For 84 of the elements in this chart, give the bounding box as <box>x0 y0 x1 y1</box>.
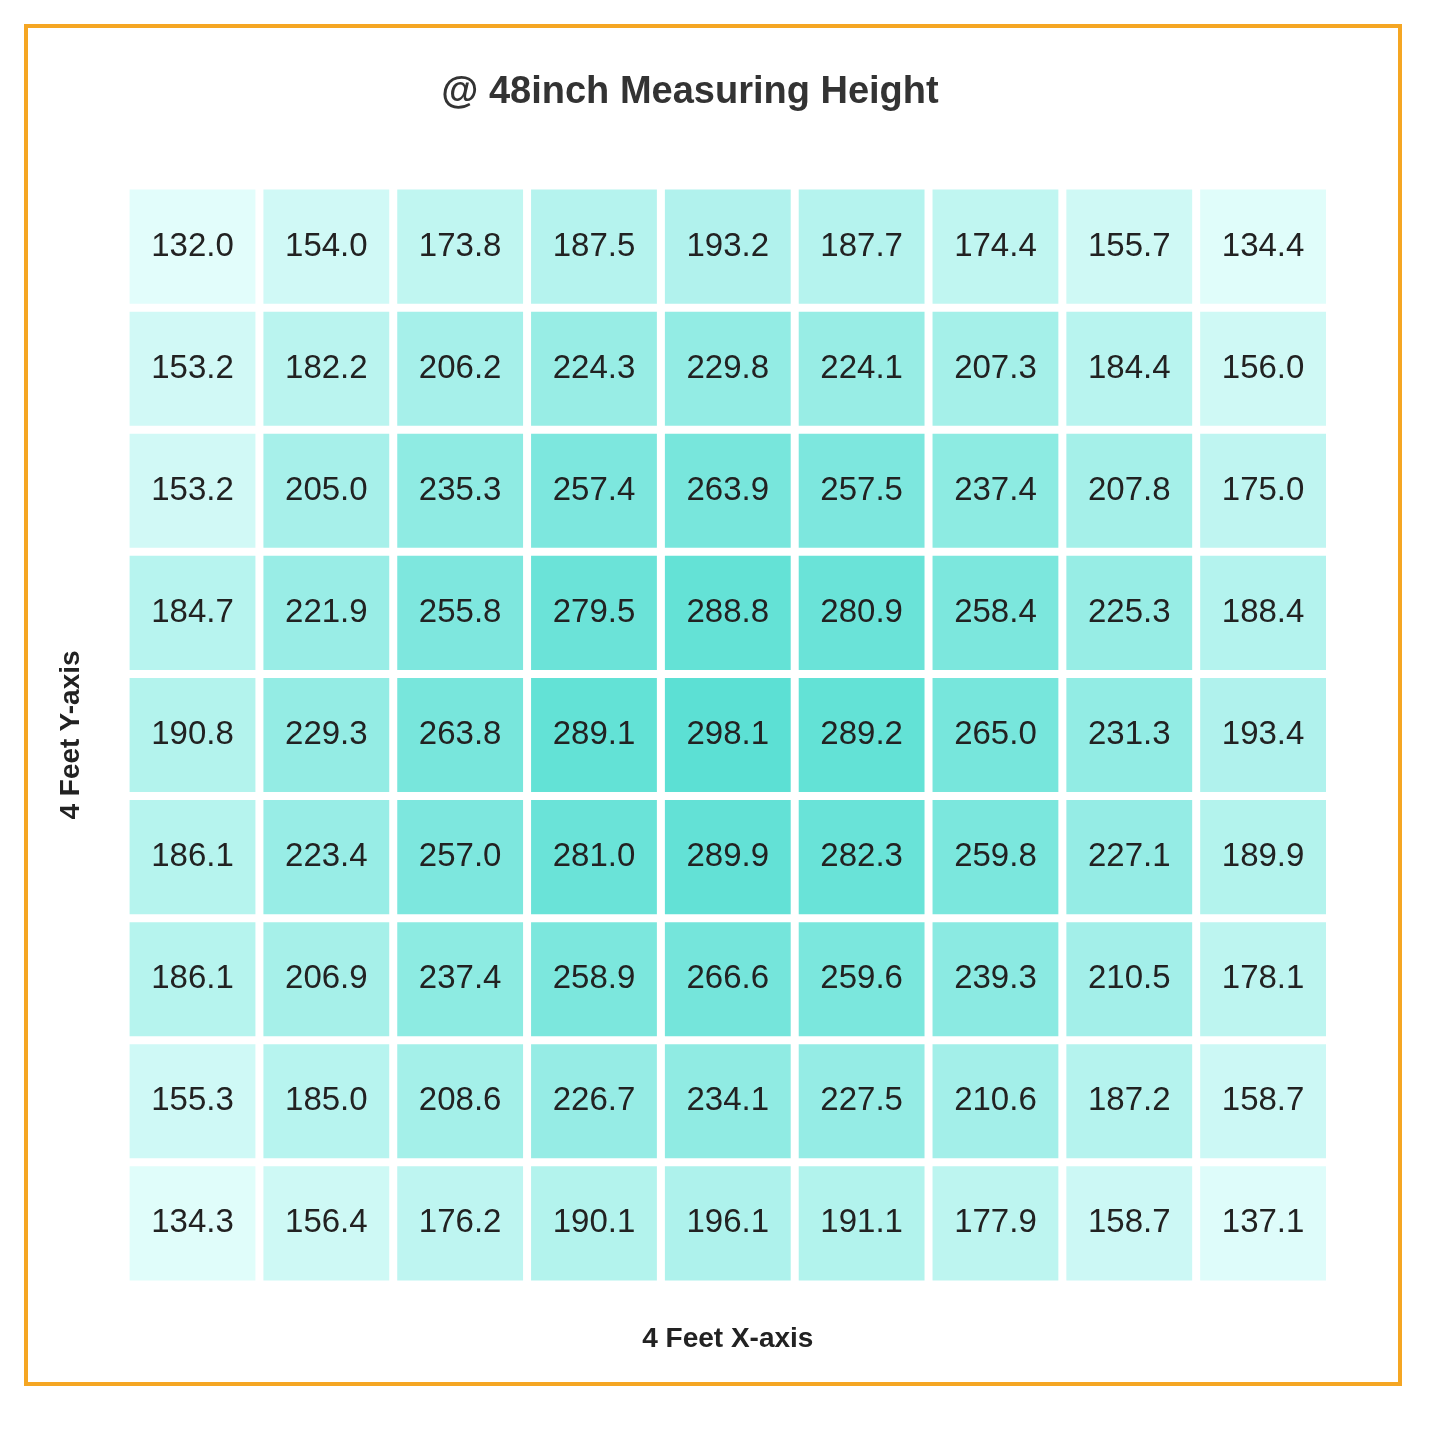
x-axis-title: 4 Feet X-axis <box>642 1321 814 1353</box>
data-label: 279.5 <box>552 592 636 629</box>
data-label: 193.2 <box>686 225 770 263</box>
data-label: 190.1 <box>552 1202 636 1240</box>
data-label: 207.3 <box>954 347 1037 385</box>
data-label: 134.3 <box>151 1202 234 1240</box>
data-label: 224.1 <box>820 347 903 385</box>
data-label: 155.7 <box>1087 225 1171 263</box>
data-label: 196.1 <box>686 1202 770 1240</box>
data-label: 187.2 <box>1087 1080 1171 1118</box>
data-label: 190.8 <box>151 714 234 752</box>
data-label: 187.7 <box>820 225 903 263</box>
data-label: 156.0 <box>1221 347 1305 385</box>
data-label: 184.4 <box>1087 347 1171 385</box>
data-label: 132.0 <box>151 225 234 263</box>
data-label: 266.6 <box>686 958 770 996</box>
data-label: 154.0 <box>285 225 368 263</box>
data-label: 257.0 <box>418 836 502 874</box>
data-label: 227.5 <box>820 1080 903 1118</box>
data-label: 224.3 <box>552 347 636 385</box>
data-label: 155.3 <box>151 1080 234 1118</box>
data-label: 237.4 <box>418 958 502 996</box>
data-label: 289.2 <box>820 714 903 752</box>
data-label: 191.1 <box>820 1202 903 1240</box>
data-label: 158.7 <box>1221 1080 1305 1118</box>
data-label: 158.7 <box>1087 1202 1171 1240</box>
data-label: 182.2 <box>285 347 368 385</box>
data-label: 225.3 <box>1087 592 1171 629</box>
data-label: 187.5 <box>552 225 636 263</box>
data-label: 255.8 <box>418 592 502 629</box>
data-label: 206.2 <box>418 347 502 385</box>
data-label: 153.2 <box>151 469 234 507</box>
data-label: 137.1 <box>1221 1202 1305 1240</box>
data-label: 282.3 <box>820 836 903 874</box>
data-label: 185.0 <box>285 1080 368 1118</box>
data-label: 175.0 <box>1221 469 1305 507</box>
data-label: 186.1 <box>151 836 234 874</box>
data-label: 231.3 <box>1087 714 1171 752</box>
data-label: 265.0 <box>954 714 1037 752</box>
data-label: 205.0 <box>285 469 368 507</box>
data-label: 173.8 <box>418 225 502 263</box>
data-label: 288.8 <box>686 592 770 629</box>
data-label: 257.4 <box>552 469 636 507</box>
data-label: 289.9 <box>686 836 770 874</box>
data-label: 174.4 <box>954 225 1037 263</box>
data-label: 207.8 <box>1087 469 1171 507</box>
data-label: 298.1 <box>686 714 770 752</box>
data-label: 210.6 <box>954 1080 1037 1118</box>
data-label: 257.5 <box>820 469 903 507</box>
data-label: 177.9 <box>954 1202 1037 1240</box>
data-label: 210.5 <box>1087 958 1171 996</box>
data-label: 239.3 <box>954 958 1037 996</box>
data-label: 259.6 <box>820 958 903 996</box>
data-label: 226.7 <box>552 1080 636 1118</box>
data-label: 258.4 <box>954 592 1037 629</box>
data-label: 184.7 <box>151 592 234 629</box>
data-label: 221.9 <box>285 592 368 629</box>
data-label: 188.4 <box>1221 592 1305 629</box>
data-label: 237.4 <box>954 469 1037 507</box>
data-label: 186.1 <box>151 958 234 996</box>
data-label: 289.1 <box>552 714 636 752</box>
data-label: 189.9 <box>1221 836 1305 874</box>
data-label: 259.8 <box>954 836 1037 874</box>
data-label: 234.1 <box>686 1080 770 1118</box>
data-label: 263.9 <box>686 469 770 507</box>
data-label: 206.9 <box>285 958 368 996</box>
data-label: 227.1 <box>1087 836 1171 874</box>
data-label: 208.6 <box>418 1080 502 1118</box>
data-label: 281.0 <box>552 836 636 874</box>
data-label: 223.4 <box>285 836 368 874</box>
data-label: 176.2 <box>418 1202 502 1240</box>
data-label: 193.4 <box>1221 714 1305 752</box>
data-label: 156.4 <box>285 1202 368 1240</box>
data-label: 153.2 <box>151 347 234 385</box>
data-label: 229.8 <box>686 347 770 385</box>
data-label: 258.9 <box>552 958 636 996</box>
data-label: 229.3 <box>285 714 368 752</box>
y-axis-title: 4 Feet Y-axis <box>53 650 85 820</box>
data-label: 178.1 <box>1221 958 1305 996</box>
chart-title: @ 48inch Measuring Height <box>441 69 940 112</box>
data-label: 134.4 <box>1221 225 1305 263</box>
data-label: 263.8 <box>418 714 502 752</box>
data-label: 235.3 <box>418 469 502 507</box>
data-label: 280.9 <box>820 592 903 629</box>
